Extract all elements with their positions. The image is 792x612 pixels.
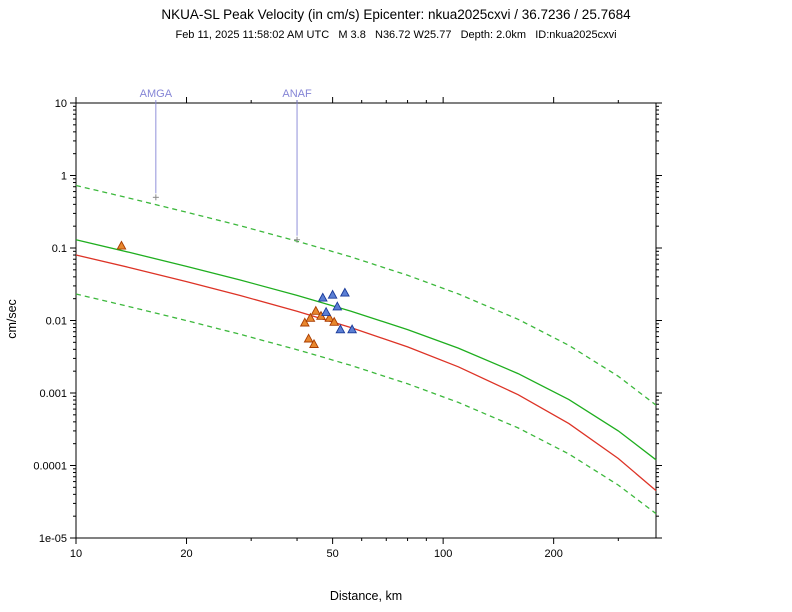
x-tick-label: 200 [544,548,562,560]
y-tick-label: 0.1 [52,243,67,255]
secondary-attenuation [75,254,657,492]
orange-component-stations-marker [310,305,321,315]
station-annotations: AMGA ANAF [140,88,312,243]
orange-component-stations-marker [309,338,319,348]
blue-component-stations-marker [321,306,332,316]
orange-component-stations-marker [329,316,340,326]
blue-component-stations-marker [317,292,328,302]
x-tick-label: 20 [180,548,192,560]
x-tick-label: 100 [434,548,452,560]
y-tick-label: 0.01 [46,316,67,328]
blue-component-stations-marker [347,324,358,334]
station-markers [116,240,358,348]
orange-component-stations-marker [305,312,316,322]
station-annotation-label: AMGA [140,88,173,100]
x-axis-label: Distance, km [329,589,403,603]
blue-component-stations-marker [332,301,343,311]
y-tick-label: 0.001 [39,388,67,400]
attenuation-curves [75,184,657,515]
orange-component-stations-marker [116,240,127,250]
blue-component-stations-marker [327,289,338,299]
y-tick-label: 10 [55,98,67,110]
axis-ticks: 10 20 50 100 200 10 1 0.1 0.01 0.001 0.0001 1e-05 [33,97,662,560]
prediction-lower-bound [75,293,657,515]
y-axis-label: cm/sec [5,299,19,339]
y-tick-label: 1 [61,171,67,183]
prediction-upper-bound [75,184,657,406]
chart-subtitle: Feb 11, 2025 11:58:02 AM UTC M 3.8 N36.7… [175,29,617,41]
chart-title: NKUA-SL Peak Velocity (in cm/s) Epicente… [161,7,631,22]
blue-component-stations-marker [339,287,350,297]
station-annotation-label: ANAF [282,88,312,100]
y-tick-label: 1e-05 [39,533,67,545]
prediction-median [75,239,657,461]
plot-frame [75,102,657,539]
x-tick-label: 10 [70,548,82,560]
x-tick-label: 50 [326,548,338,560]
orange-component-stations-marker [303,333,314,343]
orange-component-stations-marker [324,312,335,322]
blue-component-stations-marker [335,324,346,334]
orange-component-stations-marker [299,317,310,327]
y-tick-label: 0.0001 [33,461,67,473]
